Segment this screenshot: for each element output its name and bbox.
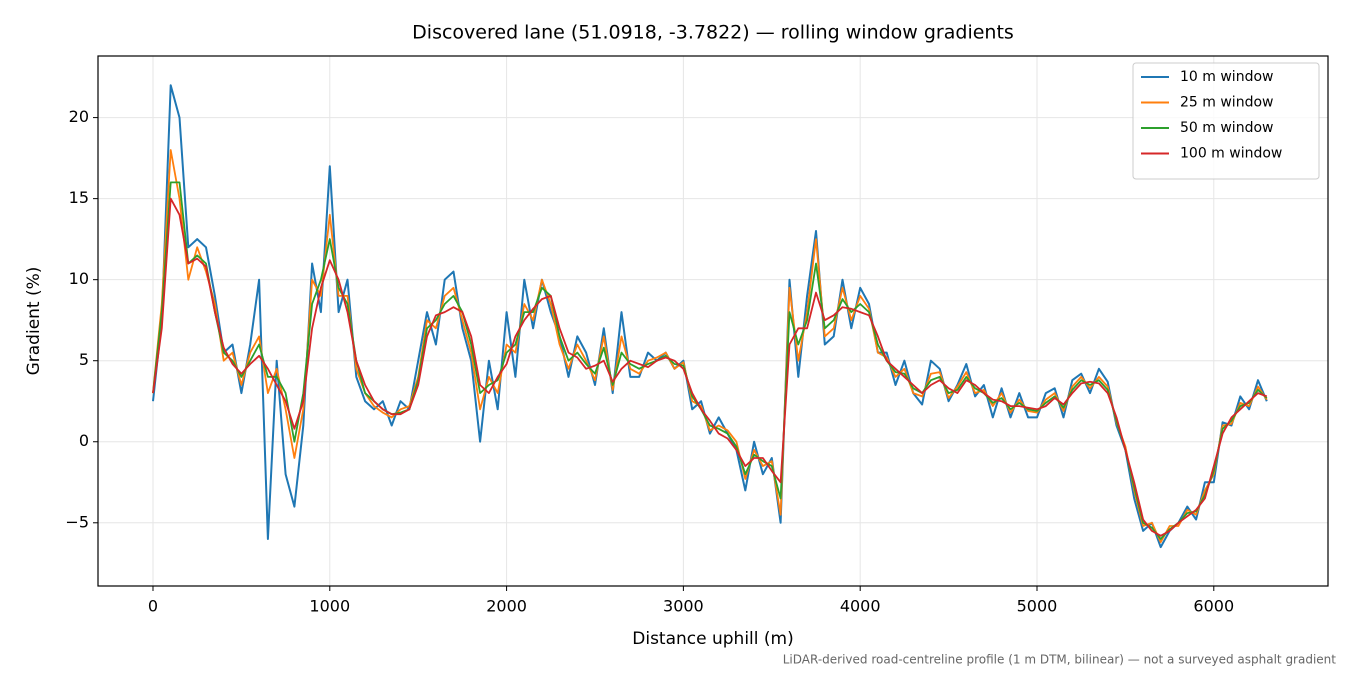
x-tick-label: 2000 <box>486 597 527 616</box>
legend-label: 100 m window <box>1180 146 1282 162</box>
y-tick-label: 20 <box>69 107 89 126</box>
y-tick-label: −5 <box>65 512 89 531</box>
x-tick-label: 4000 <box>840 597 881 616</box>
data-line <box>152 181 1268 540</box>
x-tick-label: 3000 <box>663 597 704 616</box>
x-tick-label: 6000 <box>1193 597 1234 616</box>
data-line <box>152 84 1268 549</box>
legend-label: 25 m window <box>1180 95 1273 111</box>
x-tick-label: 5000 <box>1017 597 1058 616</box>
y-axis-label: Gradient (%) <box>24 267 44 376</box>
legend-label: 10 m window <box>1180 69 1273 85</box>
y-tick-label: 5 <box>79 350 89 369</box>
data-line <box>152 197 1268 537</box>
footnote: LiDAR-derived road-centreline profile (1… <box>783 653 1337 667</box>
y-tick-label: 0 <box>79 431 89 450</box>
y-tick-label: 15 <box>69 188 89 207</box>
legend-label: 50 m window <box>1180 120 1273 136</box>
x-axis-label: Distance uphill (m) <box>632 629 793 649</box>
data-line <box>152 149 1268 544</box>
y-tick-label: 10 <box>69 269 89 288</box>
x-tick-label: 1000 <box>309 597 350 616</box>
x-tick-label: 0 <box>148 597 158 616</box>
legend-box <box>1132 62 1320 180</box>
chart-title: Discovered lane (51.0918, -3.7822) — rol… <box>412 22 1014 44</box>
plot-frame <box>97 55 1329 587</box>
